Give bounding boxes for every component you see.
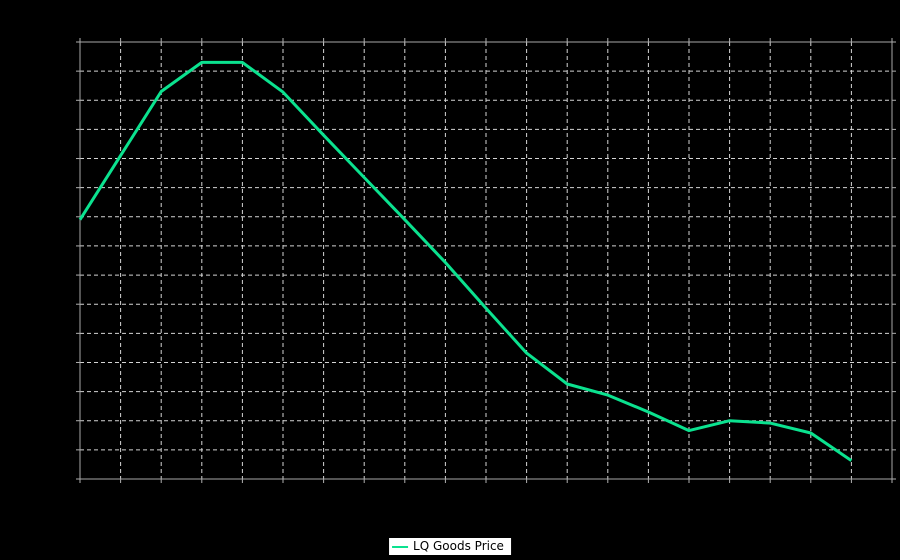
legend-line-sample [392,545,409,548]
series-line [78,60,853,462]
plot-border [79,41,893,480]
legend: LQ Goods Price [389,538,511,555]
legend-label: LQ Goods Price [413,539,504,553]
